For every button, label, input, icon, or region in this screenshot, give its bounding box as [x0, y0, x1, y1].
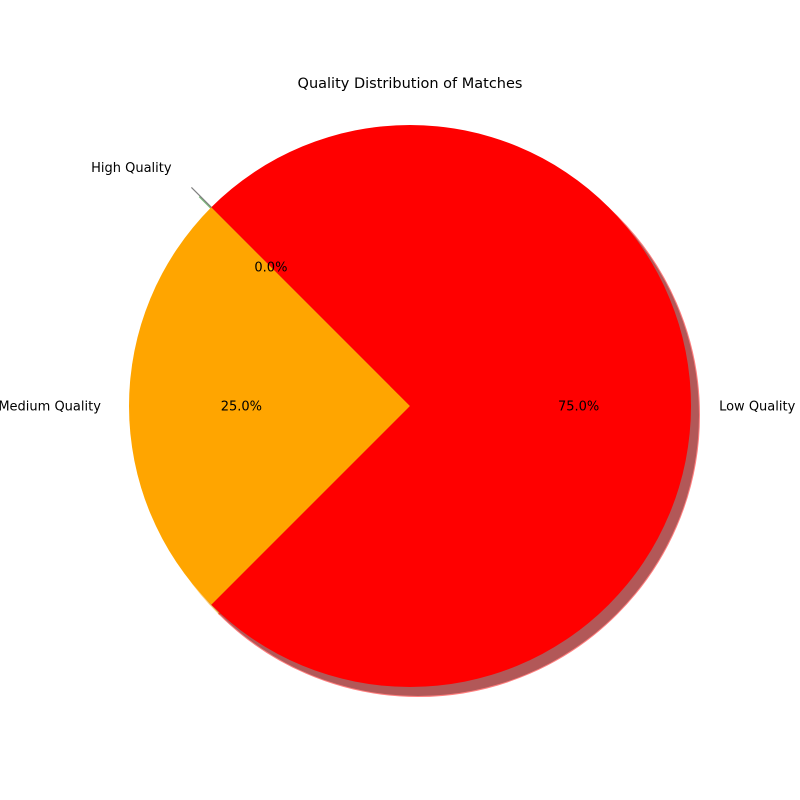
- pie-labels: High Quality 0.0% Medium Quality 25.0% Low Q…: [0, 161, 796, 414]
- slice-label-low-quality: Low Quality: [719, 400, 795, 415]
- slice-label-medium-quality: Medium Quality: [0, 400, 101, 415]
- pie-slices: [129, 125, 692, 688]
- slice-percent-low-quality: 75.0%: [558, 400, 599, 415]
- slice-label-high-quality: High Quality: [91, 161, 172, 176]
- slice-medium-quality: [129, 207, 410, 605]
- slice-percent-high-quality: 0.0%: [254, 260, 287, 275]
- chart-title: Quality Distribution of Matches: [298, 76, 523, 92]
- slice-percent-medium-quality: 25.0%: [221, 400, 262, 415]
- slice-low-quality: [211, 125, 692, 688]
